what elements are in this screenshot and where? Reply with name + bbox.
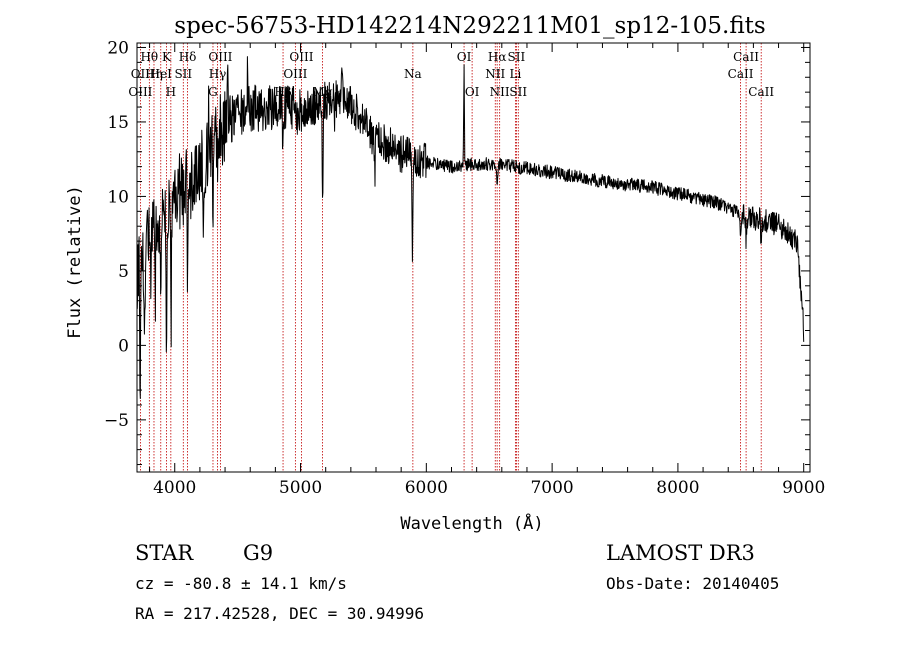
x-tick-label: 7000	[530, 478, 573, 498]
line-label: OI	[457, 50, 472, 64]
line-label: CaII	[748, 85, 774, 99]
line-label: G	[208, 85, 218, 99]
line-label: H	[166, 85, 176, 99]
x-tick-label: 8000	[656, 478, 699, 498]
line-label: Na	[404, 67, 422, 81]
plot-frame	[136, 42, 811, 473]
chart-title: spec-56753-HD142214N292211M01_sp12-105.f…	[174, 13, 765, 39]
line-label: Mg	[313, 85, 333, 99]
line-label: Hθ	[140, 50, 158, 64]
line-label: OIII	[283, 67, 307, 81]
line-label: OIII	[128, 85, 152, 99]
x-tick-label: 4000	[153, 478, 196, 498]
line-label: Hα	[488, 50, 507, 64]
y-tick-label: 20	[107, 38, 129, 58]
line-label: CaII	[728, 67, 754, 81]
obs-date: Obs-Date: 20140405	[606, 574, 779, 593]
y-axis-label: Flux (relative)	[65, 185, 85, 339]
line-label: SII	[174, 67, 192, 81]
x-tick-label: 9000	[782, 478, 825, 498]
line-label: OII	[131, 67, 151, 81]
line-label: Hδ	[179, 50, 197, 64]
axes: 4000 5000 6000 7000 8000 9000 −5 0 5 10 15 20	[104, 38, 825, 498]
line-label: NII	[485, 67, 505, 81]
line-label: OIII	[289, 50, 313, 64]
x-axis-label: Wavelength (Å)	[400, 512, 543, 534]
line-label: Hγ	[209, 67, 227, 81]
x-tick-label: 5000	[279, 478, 322, 498]
y-tick-label: −5	[104, 411, 129, 431]
cz-value: cz = -80.8 ± 14.1 km/s	[135, 574, 347, 593]
line-label: CaII	[733, 50, 759, 64]
y-tick-label: 0	[118, 336, 129, 356]
line-label: Li	[509, 67, 521, 81]
line-label: SII	[509, 85, 527, 99]
line-label: OI	[465, 85, 480, 99]
line-label: NII	[490, 85, 510, 99]
line-label: OIII	[208, 50, 232, 64]
y-tick-label: 5	[118, 262, 129, 282]
x-tick-label: 6000	[405, 478, 448, 498]
spectrum-line	[136, 56, 805, 399]
line-label: HeI	[150, 67, 173, 81]
y-tick-label: 15	[107, 113, 129, 133]
line-label: K	[162, 50, 172, 64]
line-label: SII	[508, 50, 526, 64]
line-label: Hη	[145, 67, 163, 81]
survey-name: LAMOST DR3	[606, 541, 755, 565]
coordinates: RA = 217.42528, DEC = 30.94996	[135, 604, 424, 623]
y-tick-label: 10	[107, 187, 129, 207]
line-label: Hβ	[274, 85, 291, 99]
subclass: G9	[243, 541, 273, 565]
object-class: STAR	[135, 541, 194, 565]
